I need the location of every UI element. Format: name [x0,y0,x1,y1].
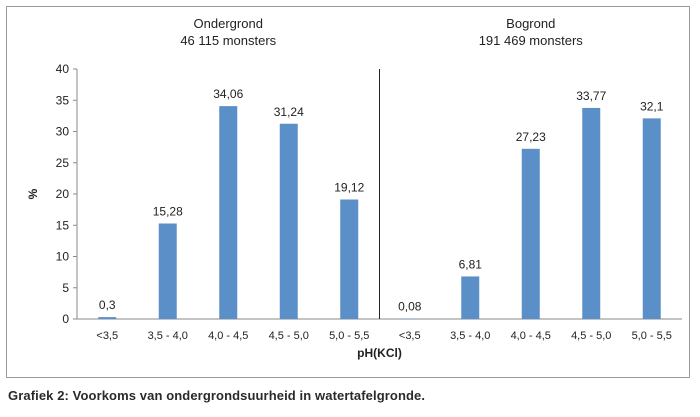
y-tick-label: 5 [62,281,69,295]
bar-chart: 0 5 10 15 20 25 30 35 40% pH(KCl) Ondergrond 46 115… [26,16,682,360]
x-tick-label: <3,5 [96,330,118,342]
figure-caption: Grafiek 2: Voorkoms van ondergrondsuurhe… [8,388,426,403]
bar [340,199,359,319]
y-tick-label: 40 [56,62,70,76]
x-tick-label: 4,5 - 5,0 [269,330,309,342]
x-tick-label: 3,5 - 4,0 [148,330,188,342]
bar-value-label: 15,28 [153,205,183,219]
bar-value-label: 31,24 [274,105,304,119]
bar [582,107,601,319]
y-tick-label: 0 [62,312,69,326]
panel-title-line: Bogrond [506,16,555,31]
bar-value-label: 27,23 [516,130,546,144]
y-tick-label: 10 [56,250,70,264]
bar-value-label: 0,3 [99,298,116,312]
bar-value-label: 6,81 [459,257,483,271]
y-axis-label: % [26,188,40,199]
bar-value-label: 0,08 [398,300,422,314]
bar-value-label: 33,77 [576,89,606,103]
bar-value-label: 19,12 [334,181,364,195]
x-tick-label: 4,5 - 5,0 [571,330,611,342]
x-tick-label: 4,0 - 4,5 [511,330,551,342]
y-tick-label: 35 [56,93,70,107]
panel-title-line: 46 115 monsters [180,33,276,48]
bar [461,276,480,319]
x-tick-label: <3,5 [399,330,421,342]
y-tick-label: 15 [56,218,70,232]
x-axis-label: pH(KCl) [357,346,402,360]
y-tick-label: 30 [56,125,70,139]
bar [279,123,298,319]
x-tick-label: 5,0 - 5,5 [632,330,672,342]
bar [521,148,540,319]
bar [98,317,117,319]
chart-frame: 0 5 10 15 20 25 30 35 40% pH(KCl) Ondergrond 46 115… [6,6,690,378]
panel-title-line: 191 469 monsters [479,33,584,48]
x-tick-label: 4,0 - 4,5 [208,330,248,342]
bar [642,118,661,319]
panel-title-line: Ondergrond [194,16,263,31]
y-tick-label: 20 [56,187,70,201]
x-tick-label: 5,0 - 5,5 [329,330,369,342]
bar-value-label: 34,06 [213,87,243,101]
bar [158,223,177,319]
y-tick-label: 25 [56,156,70,170]
bar-value-label: 32,1 [640,99,664,113]
x-tick-label: 3,5 - 4,0 [450,330,490,342]
bar [400,318,419,319]
bar [219,106,238,319]
